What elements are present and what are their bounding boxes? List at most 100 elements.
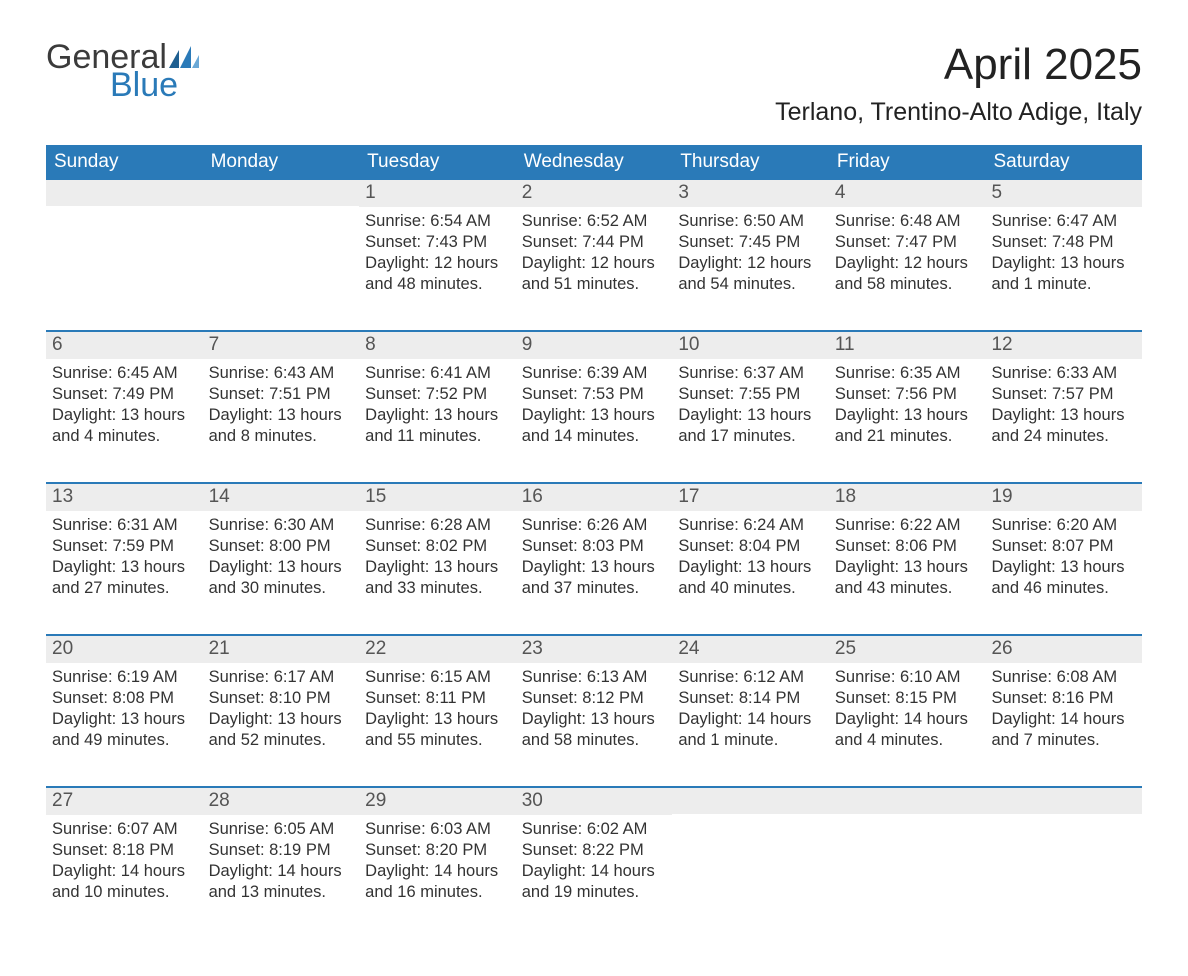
day-number: 2 — [522, 182, 533, 203]
day-sunrise: Sunrise: 6:47 AM — [991, 211, 1136, 232]
day-sunrise: Sunrise: 6:45 AM — [52, 363, 197, 384]
day-sunrise: Sunrise: 6:39 AM — [522, 363, 667, 384]
day-number: 12 — [991, 334, 1012, 355]
day-number: 15 — [365, 486, 386, 507]
weekday-header: Sunday — [46, 145, 203, 180]
day-body: Sunrise: 6:41 AMSunset: 7:52 PMDaylight:… — [359, 359, 516, 447]
day-number-bar: 8 — [359, 332, 516, 359]
location-subtitle: Terlano, Trentino-Alto Adige, Italy — [775, 98, 1142, 127]
weekday-header: Monday — [203, 145, 360, 180]
weekday-header: Tuesday — [359, 145, 516, 180]
day-sunrise: Sunrise: 6:52 AM — [522, 211, 667, 232]
day-number: 20 — [52, 638, 73, 659]
day-daylight2: and 4 minutes. — [835, 730, 980, 751]
calendar-day — [203, 180, 360, 308]
day-number-bar: 10 — [672, 332, 829, 359]
day-daylight1: Daylight: 14 hours — [52, 861, 197, 882]
day-body: Sunrise: 6:37 AMSunset: 7:55 PMDaylight:… — [672, 359, 829, 447]
day-sunrise: Sunrise: 6:17 AM — [209, 667, 354, 688]
day-sunset: Sunset: 8:15 PM — [835, 688, 980, 709]
calendar-day: 12 Sunrise: 6:33 AMSunset: 7:57 PMDayligh… — [985, 332, 1142, 460]
day-sunset: Sunset: 7:49 PM — [52, 384, 197, 405]
day-number: 3 — [678, 182, 689, 203]
day-number-bar: 6 — [46, 332, 203, 359]
calendar-day: 28Sunrise: 6:05 AMSunset: 8:19 PMDayligh… — [203, 788, 360, 916]
day-sunrise: Sunrise: 6:07 AM — [52, 819, 197, 840]
day-daylight2: and 14 minutes. — [522, 426, 667, 447]
day-body: Sunrise: 6:02 AMSunset: 8:22 PMDaylight:… — [516, 815, 673, 903]
day-sunset: Sunset: 8:20 PM — [365, 840, 510, 861]
day-daylight2: and 1 minute. — [991, 274, 1136, 295]
day-number-bar: 4 — [829, 180, 986, 207]
day-daylight2: and 48 minutes. — [365, 274, 510, 295]
day-body: Sunrise: 6:30 AMSunset: 8:00 PMDaylight:… — [203, 511, 360, 599]
calendar-week: 13Sunrise: 6:31 AMSunset: 7:59 PMDayligh… — [46, 482, 1142, 612]
day-sunrise: Sunrise: 6:48 AM — [835, 211, 980, 232]
day-body: Sunrise: 6:24 AMSunset: 8:04 PMDaylight:… — [672, 511, 829, 599]
day-number: 14 — [209, 486, 230, 507]
weekday-header: Saturday — [985, 145, 1142, 180]
calendar-day: 27Sunrise: 6:07 AMSunset: 8:18 PMDayligh… — [46, 788, 203, 916]
day-daylight1: Daylight: 13 hours — [991, 557, 1136, 578]
calendar-day: 11Sunrise: 6:35 AMSunset: 7:56 PMDayligh… — [829, 332, 986, 460]
day-body: Sunrise: 6:12 AMSunset: 8:14 PMDaylight:… — [672, 663, 829, 751]
day-number-bar: 19 — [985, 484, 1142, 511]
day-number-bar: 5 — [985, 180, 1142, 207]
day-body: Sunrise: 6:43 AMSunset: 7:51 PMDaylight:… — [203, 359, 360, 447]
day-body: Sunrise: 6:07 AMSunset: 8:18 PMDaylight:… — [46, 815, 203, 903]
day-number-bar: 23 — [516, 636, 673, 663]
calendar-day: 2Sunrise: 6:52 AMSunset: 7:44 PMDaylight… — [516, 180, 673, 308]
day-body: Sunrise: 6:19 AMSunset: 8:08 PMDaylight:… — [46, 663, 203, 751]
day-sunrise: Sunrise: 6:15 AM — [365, 667, 510, 688]
day-body: Sunrise: 6:10 AMSunset: 8:15 PMDaylight:… — [829, 663, 986, 751]
day-number: 28 — [209, 790, 230, 811]
flag-icon — [169, 46, 199, 68]
calendar-day: 25Sunrise: 6:10 AMSunset: 8:15 PMDayligh… — [829, 636, 986, 764]
day-daylight1: Daylight: 14 hours — [365, 861, 510, 882]
day-body: Sunrise: 6:33 AMSunset: 7:57 PMDaylight:… — [985, 359, 1142, 447]
day-number-bar: 12 — [985, 332, 1142, 359]
day-daylight1: Daylight: 14 hours — [678, 709, 823, 730]
day-number-bar: 28 — [203, 788, 360, 815]
day-daylight1: Daylight: 13 hours — [52, 405, 197, 426]
day-sunrise: Sunrise: 6:24 AM — [678, 515, 823, 536]
page-header: General Blue April 2025 Terlano, Trentin… — [46, 40, 1142, 127]
day-sunrise: Sunrise: 6:10 AM — [835, 667, 980, 688]
calendar: Sunday Monday Tuesday Wednesday Thursday… — [46, 145, 1142, 916]
day-number: 16 — [522, 486, 543, 507]
day-daylight2: and 8 minutes. — [209, 426, 354, 447]
day-body: Sunrise: 6:20 AMSunset: 8:07 PMDaylight:… — [985, 511, 1142, 599]
day-sunrise: Sunrise: 6:37 AM — [678, 363, 823, 384]
day-sunset: Sunset: 7:48 PM — [991, 232, 1136, 253]
calendar-day: 10 Sunrise: 6:37 AMSunset: 7:55 PMDayligh… — [672, 332, 829, 460]
day-sunrise: Sunrise: 6:08 AM — [991, 667, 1136, 688]
calendar-day — [46, 180, 203, 308]
day-sunrise: Sunrise: 6:43 AM — [209, 363, 354, 384]
day-daylight1: Daylight: 13 hours — [209, 405, 354, 426]
day-body: Sunrise: 6:08 AMSunset: 8:16 PMDaylight:… — [985, 663, 1142, 751]
day-body: Sunrise: 6:54 AMSunset: 7:43 PMDaylight:… — [359, 207, 516, 295]
day-number: 10 — [678, 334, 699, 355]
day-number-bar: 2 — [516, 180, 673, 207]
day-daylight1: Daylight: 13 hours — [209, 557, 354, 578]
day-daylight2: and 16 minutes. — [365, 882, 510, 903]
day-sunset: Sunset: 7:45 PM — [678, 232, 823, 253]
day-daylight1: Daylight: 12 hours — [678, 253, 823, 274]
calendar-day: 5Sunrise: 6:47 AMSunset: 7:48 PMDaylight… — [985, 180, 1142, 308]
day-daylight2: and 13 minutes. — [209, 882, 354, 903]
day-sunset: Sunset: 7:55 PM — [678, 384, 823, 405]
day-daylight1: Daylight: 13 hours — [365, 405, 510, 426]
day-daylight2: and 27 minutes. — [52, 578, 197, 599]
day-sunrise: Sunrise: 6:50 AM — [678, 211, 823, 232]
day-number: 26 — [991, 638, 1012, 659]
day-daylight2: and 49 minutes. — [52, 730, 197, 751]
day-number-bar: 29 — [359, 788, 516, 815]
day-sunrise: Sunrise: 6:33 AM — [991, 363, 1136, 384]
calendar-day: 18Sunrise: 6:22 AMSunset: 8:06 PMDayligh… — [829, 484, 986, 612]
day-daylight1: Daylight: 13 hours — [522, 557, 667, 578]
day-daylight1: Daylight: 12 hours — [365, 253, 510, 274]
day-daylight1: Daylight: 13 hours — [678, 405, 823, 426]
day-sunset: Sunset: 8:07 PM — [991, 536, 1136, 557]
calendar-day: 4Sunrise: 6:48 AMSunset: 7:47 PMDaylight… — [829, 180, 986, 308]
day-sunset: Sunset: 8:10 PM — [209, 688, 354, 709]
